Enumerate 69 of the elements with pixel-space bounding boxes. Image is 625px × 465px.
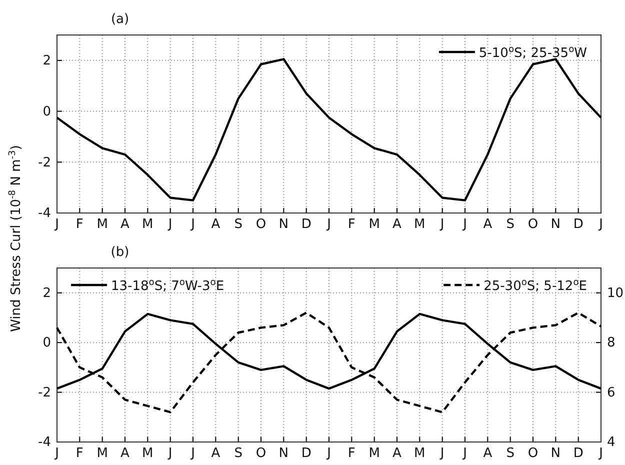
x-tick-label: J <box>167 217 172 232</box>
x-tick-label: O <box>256 217 266 232</box>
x-tick-label: F <box>76 217 84 232</box>
x-tick-label: M <box>368 217 380 232</box>
x-tick-label: J <box>598 217 603 232</box>
x-tick-label: J <box>54 446 59 462</box>
x-tick-label: N <box>278 446 289 462</box>
x-tick-label: M <box>96 446 108 462</box>
x-tick-label: D <box>573 217 584 232</box>
line-series <box>56 58 602 202</box>
y2-tick-label: 8 <box>607 336 616 351</box>
x-tick-label: A <box>211 217 220 232</box>
x-tick-label: D <box>301 217 312 232</box>
x-tick-label: A <box>211 446 220 462</box>
y-tick-label: -2 <box>38 385 51 400</box>
x-tick-label: J <box>326 446 331 462</box>
x-tick-label: J <box>598 446 603 462</box>
x-tick-label: M <box>142 446 154 462</box>
x-tick-label: N <box>550 446 561 462</box>
x-tick-label: A <box>483 446 492 462</box>
y-tick-label: -4 <box>38 435 51 450</box>
x-tick-label: J <box>54 217 59 232</box>
x-tick-label: A <box>120 446 130 462</box>
y-tick-label: 2 <box>42 54 51 69</box>
y2-tick-label: 6 <box>607 385 616 400</box>
x-tick-label: N <box>550 217 561 232</box>
x-tick-label: F <box>348 217 356 232</box>
x-tick-label: O <box>528 446 538 462</box>
x-tick-label: J <box>462 217 467 232</box>
x-tick-label: M <box>414 446 426 462</box>
x-tick-label: J <box>190 446 195 462</box>
x-tick-label: A <box>120 217 130 232</box>
y2-tick-label: 10 <box>607 286 624 302</box>
x-tick-label: J <box>439 217 444 232</box>
x-tick-label: S <box>506 217 514 232</box>
x-tick-label: M <box>142 217 154 232</box>
x-tick-label: O <box>528 217 538 232</box>
x-tick-label: S <box>234 446 242 462</box>
y-tick-label: -4 <box>38 206 51 222</box>
y-tick-label: 0 <box>42 104 51 120</box>
x-tick-label: M <box>96 217 108 232</box>
y-tick-label: 2 <box>42 286 51 302</box>
y-tick-label: 0 <box>42 336 51 351</box>
legend-label: 13-18$^{o}$S; 7$^{o}$W-3$^{o}$E <box>111 278 224 294</box>
x-tick-label: F <box>76 446 84 462</box>
x-tick-label: D <box>301 446 312 462</box>
x-tick-label: N <box>278 217 289 232</box>
x-tick-label: J <box>190 217 195 232</box>
x-tick-label: S <box>506 446 514 462</box>
x-tick-label: J <box>439 446 444 462</box>
y-tick-label: -2 <box>38 155 51 170</box>
legend-label: 5-10$^{o}$S; 25-35$^{o}$W <box>478 45 588 61</box>
y2-tick-label: 4 <box>607 435 616 450</box>
line-series <box>56 312 602 414</box>
legend-label: 25-30$^{o}$S; 5-12$^{o}$E <box>484 278 587 294</box>
x-tick-label: M <box>414 217 426 232</box>
x-tick-label: O <box>256 446 266 462</box>
chart-title: (a) <box>110 12 130 27</box>
x-tick-label: F <box>348 446 356 462</box>
x-tick-label: J <box>326 217 331 232</box>
x-tick-label: A <box>483 217 492 232</box>
x-tick-label: D <box>573 446 584 462</box>
chart-title: (b) <box>110 245 130 260</box>
x-tick-label: M <box>368 446 380 462</box>
x-tick-label: J <box>462 446 467 462</box>
x-tick-label: J <box>167 446 172 462</box>
x-tick-label: A <box>392 217 402 232</box>
x-tick-label: A <box>392 446 402 462</box>
x-tick-label: S <box>234 217 242 232</box>
